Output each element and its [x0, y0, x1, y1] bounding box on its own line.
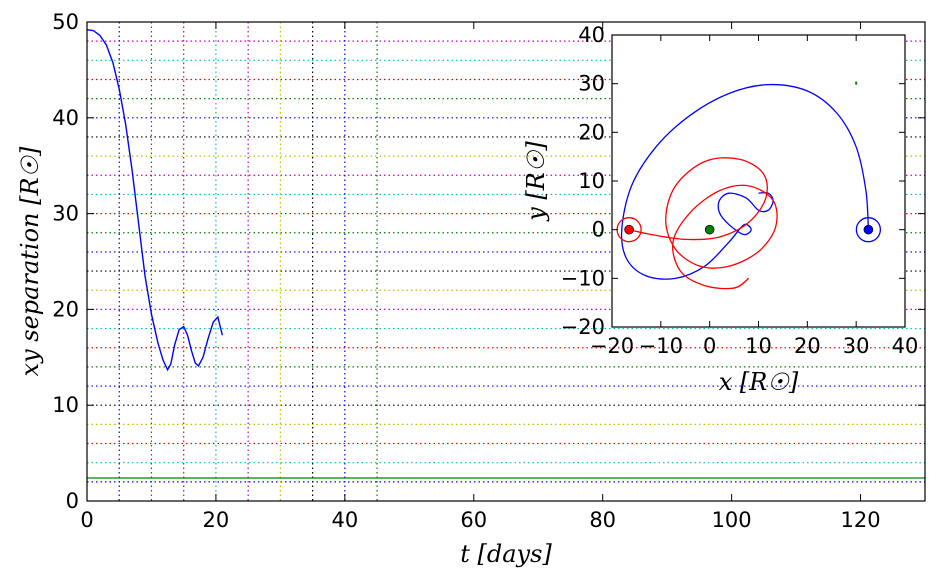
inset-y-tick-label: −20 [561, 315, 605, 339]
inset-x-tick-label: 0 [703, 334, 716, 358]
y-tick-label: 30 [52, 202, 79, 226]
body-marker [863, 224, 874, 235]
inset-x-tick-label: −10 [639, 334, 683, 358]
body-marker [624, 224, 634, 235]
y-axis-label: xy separation [R☉] [16, 146, 44, 377]
inset-x-tick-label: 40 [892, 334, 919, 358]
trajectory-line [620, 83, 870, 280]
series-line [86, 28, 224, 372]
x-tick-label: 0 [80, 508, 93, 532]
x-tick-label: 120 [840, 508, 880, 532]
body-marker [855, 81, 858, 85]
main-plot-frame [86, 21, 926, 502]
inset-y-tick-label: 20 [578, 120, 605, 144]
inset-x-tick-label: 10 [745, 334, 772, 358]
y-tick-label: 20 [52, 297, 79, 321]
inset-x-tick-label: 20 [794, 334, 821, 358]
y-tick-label: 40 [52, 106, 79, 130]
body-ring [855, 217, 882, 243]
x-tick-label: 20 [203, 508, 230, 532]
inset-x-tick-label: −20 [590, 334, 634, 358]
inset-y-axis-label: y [R☉] [522, 141, 550, 222]
x-tick-label: 100 [712, 508, 752, 532]
inset-background [612, 35, 905, 327]
x-tick-label: 40 [331, 508, 358, 532]
x-axis-label: t [days] [460, 540, 552, 568]
inset-x-axis-label: x [R☉] [719, 368, 799, 396]
x-tick-label: 80 [589, 508, 616, 532]
inset-y-tick-label: 0 [592, 218, 605, 242]
y-tick-label: 0 [66, 489, 79, 513]
y-tick-label: 50 [52, 10, 79, 34]
inset-y-tick-label: 30 [578, 72, 605, 96]
x-tick-label: 60 [460, 508, 487, 532]
inset-y-tick-label: −10 [561, 266, 605, 290]
inset-y-tick-label: 40 [578, 23, 605, 47]
body-marker [704, 224, 715, 235]
inset-x-tick-label: 30 [843, 334, 870, 358]
inset-y-tick-label: 10 [578, 169, 605, 193]
y-tick-label: 10 [52, 393, 79, 417]
trajectory-line [628, 157, 778, 290]
